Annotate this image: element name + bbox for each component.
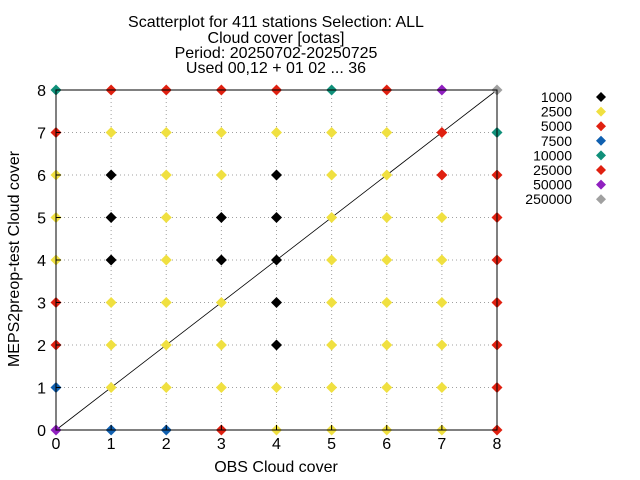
legend-marker [596, 106, 606, 117]
data-point [436, 127, 448, 138]
legend-marker [596, 150, 606, 161]
data-point [326, 169, 338, 181]
y-tick-label: 4 [37, 253, 46, 270]
data-point [436, 169, 448, 181]
data-point [271, 382, 282, 393]
data-point [381, 254, 393, 266]
chart-title: Scatterplot for 411 stations Selection: … [128, 14, 424, 77]
x-tick-label: 0 [52, 436, 61, 453]
x-tick-label: 2 [162, 436, 171, 453]
x-tick-label: 3 [217, 436, 226, 453]
y-tick-label: 5 [37, 211, 46, 228]
legend-marker [596, 194, 606, 205]
data-point [326, 254, 338, 266]
data-point [160, 127, 172, 138]
data-point [381, 382, 393, 393]
data-point [436, 339, 448, 351]
data-point [271, 297, 282, 308]
data-point [160, 254, 172, 266]
y-tick-label: 1 [37, 381, 46, 398]
y-tick-label: 7 [37, 126, 46, 143]
data-point [326, 212, 338, 223]
data-points [50, 84, 503, 436]
data-point [326, 339, 338, 351]
y-tick-label: 8 [37, 83, 46, 100]
data-point [105, 127, 117, 138]
data-point [436, 254, 448, 266]
legend-label: 50000 [533, 177, 572, 193]
x-tick-label: 7 [437, 436, 446, 453]
legend-label: 7500 [541, 133, 572, 149]
legend-label: 5000 [541, 118, 572, 134]
legend-label: 25000 [533, 162, 572, 178]
x-tick-label: 4 [272, 436, 281, 453]
data-point [105, 212, 117, 223]
data-point [105, 254, 117, 266]
x-axis-ticks: 0 1 2 3 4 5 6 7 8 [52, 425, 502, 453]
x-axis-label: OBS Cloud cover [214, 459, 338, 476]
data-point [215, 297, 227, 308]
data-point [105, 339, 117, 351]
x-tick-label: 6 [382, 436, 391, 453]
title-line-4: Used 00,12 + 01 02 ... 36 [186, 60, 366, 77]
y-axis-label: MEPS2preop-test Cloud cover [6, 150, 23, 367]
legend-marker [596, 165, 606, 175]
legend-marker [596, 179, 606, 190]
data-point [271, 254, 282, 266]
data-point [381, 297, 393, 308]
legend-marker [596, 92, 606, 102]
x-tick-label: 8 [493, 436, 502, 453]
legend-label: 250000 [525, 191, 572, 207]
data-point [105, 169, 117, 181]
title-line-2: Cloud cover [octas] [208, 30, 345, 47]
data-point [160, 212, 172, 223]
data-point [160, 169, 172, 181]
y-tick-label: 0 [37, 423, 46, 440]
data-point [215, 212, 227, 223]
data-point [215, 127, 227, 138]
data-point [436, 297, 448, 308]
data-point [381, 339, 393, 351]
title-line-1: Scatterplot for 411 stations Selection: … [128, 14, 424, 31]
data-point [271, 212, 282, 223]
data-point [271, 339, 282, 351]
data-point [215, 339, 227, 351]
legend-marker [596, 121, 606, 132]
legend-marker [596, 135, 606, 146]
data-point [160, 339, 172, 351]
data-point [326, 297, 338, 308]
data-point [381, 127, 393, 138]
data-point [215, 169, 227, 181]
data-point [215, 382, 227, 393]
data-point [215, 254, 227, 266]
data-point [436, 212, 448, 223]
y-tick-label: 2 [37, 338, 46, 355]
data-point [271, 127, 282, 138]
x-tick-label: 5 [327, 436, 336, 453]
data-point [326, 382, 338, 393]
y-axis-ticks: 0 1 2 3 4 5 6 7 8 [37, 83, 61, 440]
x-tick-label: 1 [107, 436, 116, 453]
legend-label: 1000 [541, 89, 572, 105]
legend-label: 2500 [541, 104, 572, 120]
data-point [436, 382, 448, 393]
data-point [160, 297, 172, 308]
title-line-3: Period: 20250702-20250725 [175, 45, 378, 62]
data-point [105, 297, 117, 308]
y-tick-label: 6 [37, 168, 46, 185]
data-point [326, 127, 338, 138]
y-tick-label: 3 [37, 296, 46, 313]
data-point [381, 169, 393, 181]
legend-label: 10000 [533, 147, 572, 163]
data-point [381, 212, 393, 223]
data-point [160, 382, 172, 393]
data-point [105, 382, 117, 393]
data-point [271, 169, 282, 181]
